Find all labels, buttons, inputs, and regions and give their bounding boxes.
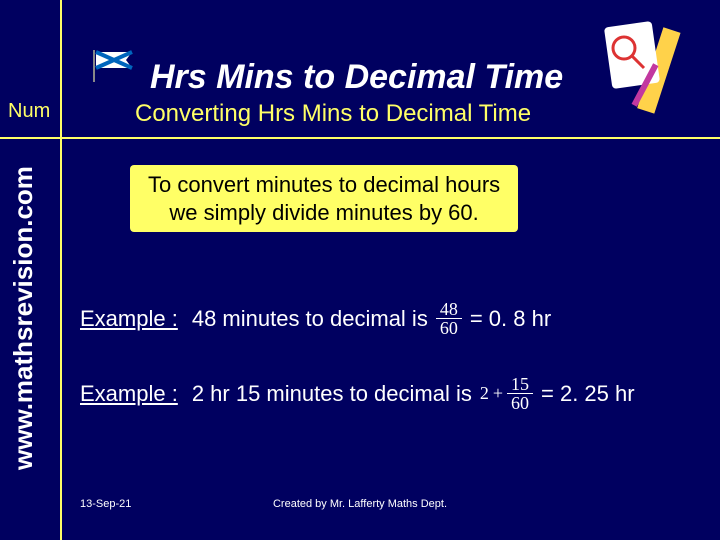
grid-horizontal-line [0,137,720,139]
corner-clipart-icon [592,18,702,118]
example-prefix: 48 minutes to decimal is [192,306,428,332]
num-label: Num [8,100,50,123]
rule-line-2: we simply divide minutes by 60. [148,199,500,227]
example-label: Example : [80,381,178,407]
example-result: = 2. 25 hr [541,381,635,407]
conversion-rule-box: To convert minutes to decimal hours we s… [130,165,518,232]
footer-credit: Created by Mr. Lafferty Maths Dept. [273,498,447,510]
plus-sign: + [493,383,503,404]
footer-date: 13-Sep-21 [80,498,131,510]
example-1: Example : 48 minutes to decimal is 48 60… [80,300,551,337]
fraction-icon: 15 60 [507,375,533,412]
example-result: = 0. 8 hr [470,306,551,332]
frac-numerator: 15 [507,375,533,394]
example-label: Example : [80,306,178,332]
rule-line-1: To convert minutes to decimal hours [148,171,500,199]
page-subtitle: Converting Hrs Mins to Decimal Time [135,100,531,128]
page-title: Hrs Mins to Decimal Time [150,58,563,97]
example-prefix: 2 hr 15 minutes to decimal is [192,381,472,407]
frac-numerator: 48 [436,300,462,319]
whole-part: 2 [480,383,489,404]
grid-vertical-line [60,0,62,540]
scotland-flag-icon [92,50,134,82]
mixed-fraction-icon: 2 + 15 60 [480,375,533,412]
frac-denominator: 60 [436,319,462,337]
example-2: Example : 2 hr 15 minutes to decimal is … [80,375,635,412]
fraction-icon: 48 60 [436,300,462,337]
frac-denominator: 60 [507,394,533,412]
sidebar-website: www.mathsrevision.com [8,166,39,470]
